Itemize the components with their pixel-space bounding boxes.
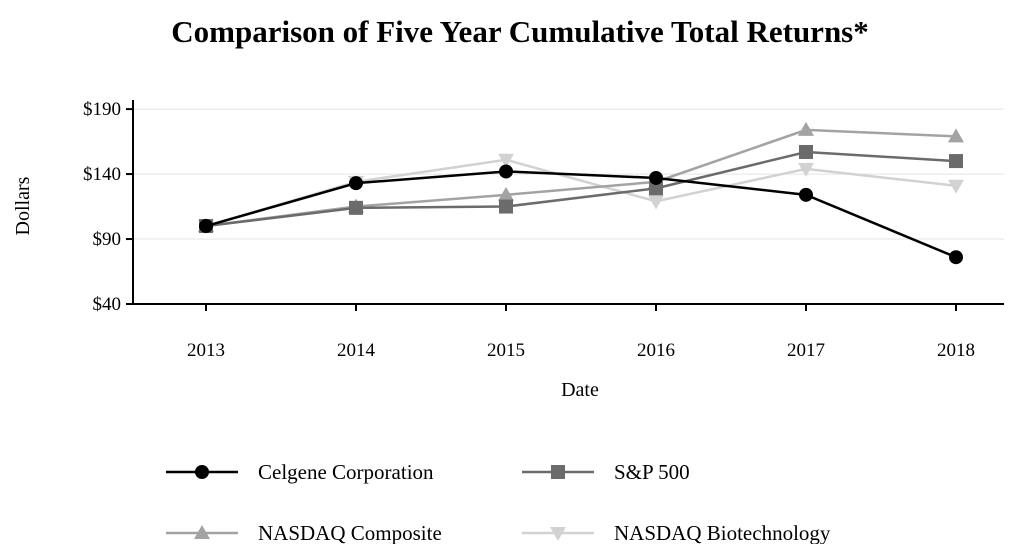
legend-marker: [195, 465, 209, 479]
legend-item: S&P 500: [522, 460, 690, 484]
x-tick-label: 2017: [787, 340, 825, 361]
legend-item: NASDAQ Composite: [166, 521, 442, 544]
legend-label: Celgene Corporation: [258, 460, 434, 484]
y-tick-label: $190: [83, 99, 121, 120]
legend: Celgene Corporation S&P 500 NASDAQ Composi…: [166, 460, 831, 544]
x-tick-label: 2015: [487, 340, 525, 361]
series-nasdaq-biotechnology: [198, 153, 964, 235]
data-point: [649, 170, 663, 185]
data-point: [199, 219, 213, 234]
series-line: [205, 150, 957, 228]
y-tick-label: $40: [93, 294, 122, 315]
data-point: [949, 154, 963, 169]
x-tick-label: 2018: [937, 340, 975, 361]
y-tick-label: $140: [83, 164, 121, 185]
data-point: [948, 128, 964, 143]
x-tick-label: 2016: [637, 340, 675, 361]
legend-marker: [194, 525, 210, 539]
data-point: [648, 195, 664, 210]
legend-marker: [551, 465, 565, 479]
chart-title: Comparison of Five Year Cumulative Total…: [171, 14, 869, 49]
x-tick-labels: 2013 2014 2015 2016 2017 2018: [187, 340, 975, 361]
data-point: [499, 199, 513, 214]
data-point: [349, 200, 363, 215]
data-point: [499, 164, 513, 179]
axes: [126, 100, 1004, 311]
legend-marker: [550, 527, 566, 541]
x-tick-label: 2013: [187, 340, 225, 361]
legend-label: NASDAQ Composite: [258, 521, 442, 544]
legend-item: NASDAQ Biotechnology: [522, 521, 831, 544]
data-point: [649, 181, 663, 196]
series-line: [205, 170, 957, 259]
series-lines: [198, 121, 964, 265]
data-point: [498, 153, 514, 168]
data-point: [799, 144, 813, 159]
data-point: [949, 250, 963, 265]
data-point: [948, 179, 964, 194]
legend-label: NASDAQ Biotechnology: [614, 521, 831, 544]
series-nasdaq-composite: [198, 121, 964, 233]
legend-label: S&P 500: [614, 460, 690, 484]
x-tick-label: 2014: [337, 340, 376, 361]
y-axis-label: Dollars: [12, 176, 34, 235]
series-celgene-corporation: [199, 164, 963, 265]
x-axis-label: Date: [561, 379, 599, 401]
data-point: [349, 176, 363, 191]
data-point: [798, 162, 814, 177]
data-point: [498, 186, 514, 201]
data-point: [798, 121, 814, 136]
data-point: [799, 187, 813, 202]
legend-item: Celgene Corporation: [166, 460, 434, 484]
y-tick-label: $90: [93, 229, 122, 250]
y-tick-labels: $40 $90 $140 $190: [83, 99, 121, 315]
